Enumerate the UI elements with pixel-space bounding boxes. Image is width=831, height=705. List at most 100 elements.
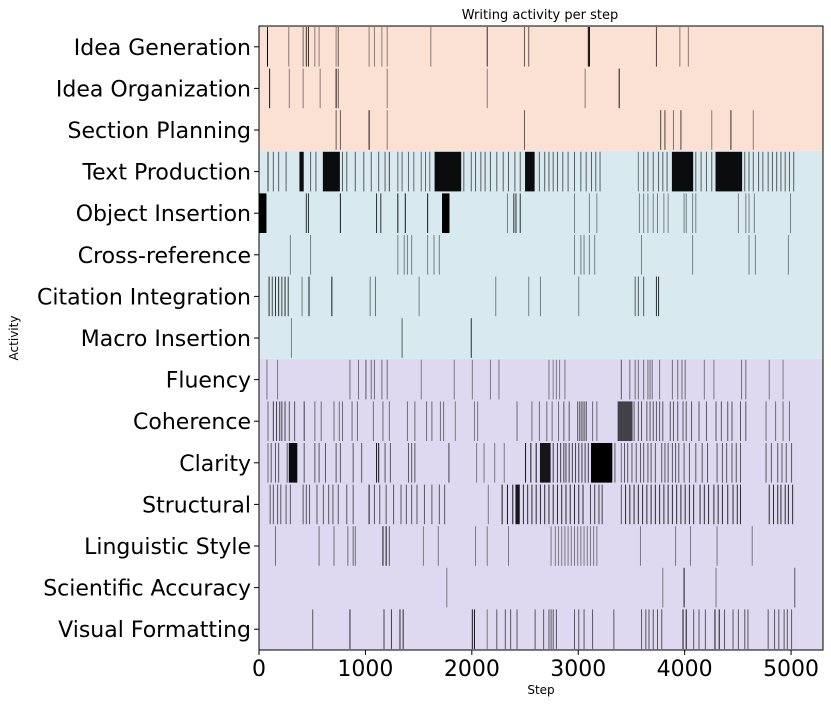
event-bar: [579, 401, 581, 441]
event-bar: [573, 193, 575, 233]
event-bar: [667, 484, 669, 525]
event-bar: [446, 567, 448, 608]
event-bar: [448, 443, 450, 483]
event-bar: [502, 151, 504, 192]
event-bar: [349, 359, 351, 400]
event-bar: [386, 27, 388, 67]
event-bar: [677, 401, 679, 441]
event-bar: [335, 110, 337, 150]
x-tick-label: 0: [252, 657, 266, 682]
event-bar: [563, 443, 565, 483]
event-bar: [558, 401, 560, 441]
event-bar: [678, 443, 680, 483]
event-bar: [768, 484, 770, 525]
event-bar: [654, 484, 656, 525]
event-bar: [580, 235, 582, 275]
event-bar: [568, 443, 570, 483]
event-bar: [753, 193, 755, 233]
event-bar: [354, 526, 356, 566]
event-bar: [332, 484, 334, 525]
event-bar: [305, 193, 307, 233]
y-tick-label: Object Insertion: [76, 202, 251, 227]
event-bar: [546, 401, 548, 441]
event-bar: [637, 359, 639, 400]
event-bar: [650, 443, 652, 483]
event-bar: [573, 526, 575, 566]
event-bar: [302, 27, 304, 67]
event-bar: [274, 443, 276, 483]
event-bar: [378, 151, 380, 192]
event-bar: [267, 401, 269, 441]
event-bar: [388, 526, 390, 566]
event-bar: [544, 484, 546, 525]
event-bar: [683, 193, 685, 233]
event-bar: [287, 276, 289, 317]
event-bar: [596, 526, 598, 566]
event-bar: [548, 484, 550, 525]
event-bar: [643, 276, 645, 317]
event-bar: [438, 484, 440, 525]
event-bar: [683, 567, 685, 608]
event-bar: [335, 443, 337, 483]
event-bar: [620, 359, 622, 400]
event-bar: [539, 443, 551, 483]
event-bar: [368, 27, 370, 67]
event-bar: [649, 401, 651, 441]
event-bar: [386, 110, 388, 150]
event-bar: [641, 401, 643, 441]
event-bar: [682, 401, 684, 441]
event-bar: [503, 443, 505, 483]
event-bar: [692, 235, 694, 275]
event-bar: [629, 359, 631, 400]
event-bar: [618, 68, 620, 109]
y-axis: Idea Generation Idea Organization Section …: [37, 36, 259, 643]
event-bar: [643, 151, 645, 192]
event-bar: [681, 359, 683, 400]
event-bar: [794, 567, 796, 608]
event-bar: [302, 68, 304, 109]
event-bar: [647, 193, 649, 233]
event-bar: [695, 193, 697, 233]
event-bar: [661, 443, 663, 483]
event-bar: [740, 443, 741, 483]
event-bar: [274, 526, 276, 566]
event-bar: [585, 151, 587, 192]
event-bar: [584, 68, 586, 109]
event-bar: [772, 484, 774, 525]
event-bar: [583, 526, 585, 566]
event-bar: [470, 318, 472, 358]
event-bar: [373, 27, 375, 67]
event-bar: [381, 27, 383, 67]
event-bar: [527, 484, 529, 525]
event-bar: [376, 193, 378, 233]
event-bar: [652, 193, 654, 233]
event-bar: [270, 443, 272, 483]
event-bar: [335, 68, 337, 109]
event-bar: [672, 110, 674, 150]
event-bar: [554, 526, 556, 566]
event-bar: [724, 609, 726, 649]
event-bar: [730, 110, 732, 150]
event-bar: [688, 484, 690, 525]
event-bar: [426, 401, 428, 441]
event-bar: [407, 151, 409, 192]
event-bar: [620, 443, 622, 483]
event-bar: [548, 151, 550, 192]
event-bar: [638, 193, 640, 233]
event-bar: [281, 276, 283, 317]
event-bar: [740, 484, 741, 525]
event-bar: [637, 401, 639, 441]
event-bar: [442, 193, 450, 233]
activity-events: [259, 27, 796, 649]
event-bar: [662, 151, 664, 192]
event-bar: [339, 110, 341, 150]
event-bar: [477, 401, 479, 441]
event-bar: [535, 443, 537, 483]
event-bar: [777, 484, 779, 525]
event-bar: [737, 193, 739, 233]
event-bar: [758, 151, 760, 192]
event-bar: [368, 110, 370, 150]
event-bar: [397, 151, 399, 192]
event-bar: [515, 484, 520, 525]
event-bar: [643, 359, 645, 400]
